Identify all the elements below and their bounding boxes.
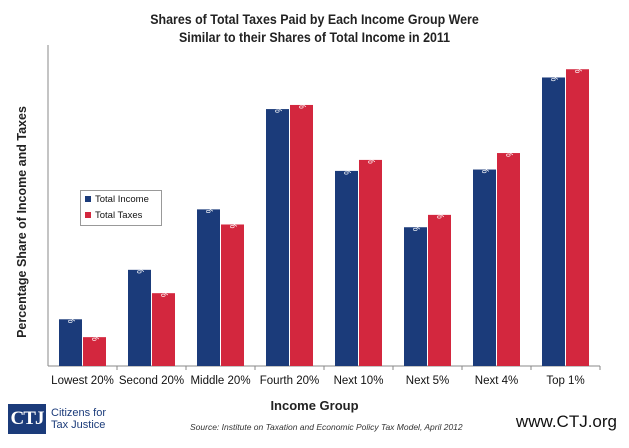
x-tick-label: Middle 20%	[190, 375, 250, 387]
x-tick-label: Next 4%	[475, 375, 518, 387]
bar-value-label: 11.4%	[203, 186, 214, 214]
bar-value-label: 19.0%	[296, 81, 307, 109]
bar-value-label: 10.3%	[227, 200, 238, 228]
bar-taxes	[566, 69, 589, 367]
legend-swatch-taxes	[85, 212, 91, 218]
chart-title: Shares of Total Taxes Paid by Each Incom…	[150, 12, 479, 27]
website-url: www.CTJ.org	[515, 412, 617, 431]
bar-value-label: 14.2%	[341, 147, 352, 175]
org-name: Citizens for Tax Justice	[51, 407, 106, 431]
x-tick-label: Second 20%	[119, 375, 184, 387]
org-name-line1: Citizens for	[51, 407, 107, 419]
bar-taxes	[221, 224, 244, 366]
x-tick-label: Fourth 20%	[260, 375, 319, 387]
legend: Total Income Total Taxes	[80, 190, 162, 226]
bar-value-label: 2.1%	[89, 318, 100, 341]
bar-value-label: 21.6%	[572, 45, 583, 73]
bar-value-label: 10.1%	[410, 203, 421, 231]
chart-subtitle: Similar to their Shares of Total Income …	[178, 30, 451, 45]
bar-value-label: 14.3%	[479, 145, 490, 173]
bar-taxes	[290, 104, 313, 367]
bar-value-label: 11.0%	[434, 191, 445, 219]
x-tick-label: Next 10%	[334, 375, 384, 387]
bar-value-label: 5.3%	[158, 274, 169, 297]
org-name-line2: Tax Justice	[51, 419, 106, 431]
legend-swatch-income	[85, 196, 91, 202]
bar-value-label: 18.7%	[272, 85, 283, 113]
bar-income	[266, 109, 289, 367]
bar-income	[59, 319, 82, 366]
bar-income	[542, 77, 565, 366]
y-axis-label: Percentage Share of Income and Taxes	[15, 106, 29, 338]
x-tick-label: Lowest 20%	[51, 375, 114, 387]
bar-income	[473, 169, 496, 366]
ctj-logo-mark: CTJ	[8, 404, 46, 434]
source-note: Source: Institute on Taxation and Econom…	[190, 422, 463, 432]
bar-income	[197, 209, 220, 366]
bar-income	[404, 227, 427, 366]
bar-value-label: 7.0%	[134, 251, 145, 274]
bar-value-label: 3.4%	[65, 300, 76, 323]
x-tick-label: Next 5%	[406, 375, 449, 387]
bar-income	[128, 269, 151, 366]
legend-label-income: Total Income	[95, 193, 149, 205]
legend-label-taxes: Total Taxes	[95, 209, 143, 221]
bar-value-label: 15.5%	[503, 129, 514, 157]
legend-item-income: Total Income	[81, 191, 161, 207]
bar-taxes	[152, 293, 175, 366]
legend-item-taxes: Total Taxes	[81, 207, 161, 223]
x-tick-label: Top 1%	[546, 375, 584, 387]
bar-taxes	[497, 153, 520, 366]
bar-taxes	[83, 337, 106, 366]
bar-taxes	[428, 214, 451, 366]
bar-income	[335, 170, 358, 366]
x-axis-label: Income Group	[270, 398, 359, 413]
bar-taxes	[359, 159, 382, 366]
bar-value-label: 21.0%	[548, 53, 559, 81]
bar-value-label: 15.0%	[365, 136, 376, 164]
ctj-logo: CTJ Citizens for Tax Justice	[8, 404, 106, 434]
